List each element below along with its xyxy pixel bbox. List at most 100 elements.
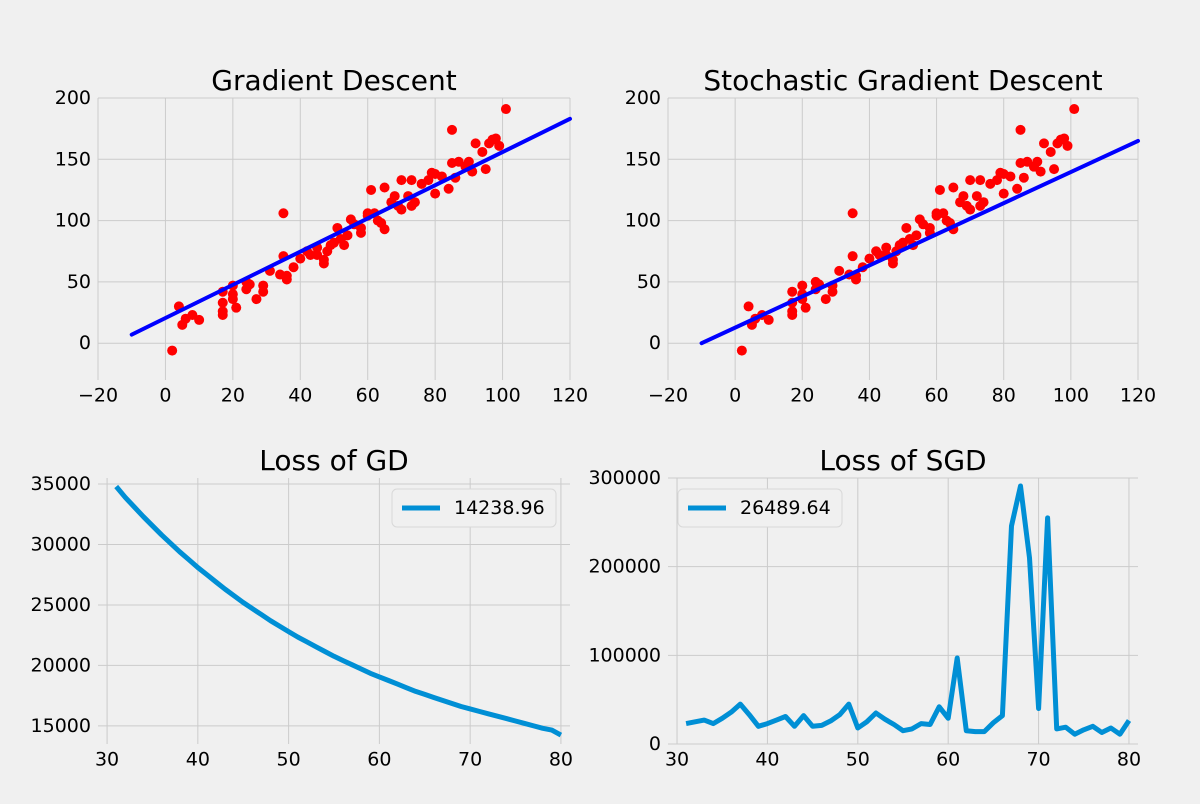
scatter-point xyxy=(965,175,976,186)
scatter-point xyxy=(847,251,858,262)
legend-box xyxy=(677,488,843,528)
y-tick-label: 50 xyxy=(637,271,661,293)
scatter-point xyxy=(1062,140,1073,151)
x-tick-label: 50 xyxy=(277,749,301,771)
loss-series-line xyxy=(114,484,563,738)
x-tick-label: 120 xyxy=(552,385,588,407)
scatter-point xyxy=(1045,146,1056,157)
x-tick-label: 20 xyxy=(790,385,814,407)
x-tick-label: 120 xyxy=(1120,385,1156,407)
scatter-point xyxy=(948,182,959,193)
scatter-point xyxy=(366,184,377,195)
scatter-point xyxy=(355,222,366,233)
y-tick-label: 0 xyxy=(79,332,91,354)
scatter-point xyxy=(965,204,976,215)
x-tick-label: 70 xyxy=(458,749,482,771)
scatter-point xyxy=(430,188,441,199)
y-tick-label: 100000 xyxy=(588,644,661,666)
scatter-point xyxy=(934,184,945,195)
y-tick-label: 100 xyxy=(625,210,661,232)
scatter-point xyxy=(911,230,922,241)
scatter-point xyxy=(463,156,474,167)
scatter-point xyxy=(978,197,989,208)
x-tick-label: 20 xyxy=(221,385,245,407)
scatter-point xyxy=(318,258,329,269)
x-tick-label: 30 xyxy=(665,749,689,771)
legend-label: 26489.64 xyxy=(740,497,831,519)
x-tick-label: 40 xyxy=(857,385,881,407)
y-tick-label: 300000 xyxy=(588,467,661,489)
y-tick-label: 30000 xyxy=(31,534,91,556)
scatter-point xyxy=(396,204,407,215)
legend: 26489.64 xyxy=(677,488,843,528)
scatter-point xyxy=(396,175,407,186)
legend-label: 14238.96 xyxy=(454,497,545,519)
x-tick-label: 40 xyxy=(288,385,312,407)
scatter-point xyxy=(787,310,798,321)
scatter-point xyxy=(975,175,986,186)
scatter-point xyxy=(1049,164,1060,175)
scatter-point xyxy=(1015,124,1026,135)
chart-title: Gradient Descent xyxy=(211,64,457,97)
scatter-point xyxy=(477,146,488,157)
scatter-point xyxy=(231,302,242,313)
y-tick-label: 0 xyxy=(649,332,661,354)
scatter-point xyxy=(494,140,505,151)
scatter-point xyxy=(847,208,858,219)
scatter-point xyxy=(958,191,969,202)
chart-2: Stochastic Gradient Descent −20 0 20 40 60 80 1… xyxy=(625,64,1156,407)
x-tick-label: 60 xyxy=(356,385,380,407)
chart-title: Stochastic Gradient Descent xyxy=(703,64,1102,97)
scatter-point xyxy=(379,224,390,235)
scatter-point xyxy=(736,345,747,356)
scatter-point xyxy=(1012,183,1023,194)
y-tick-label: 35000 xyxy=(31,473,91,495)
scatter-point xyxy=(244,279,255,290)
y-tick-label: 20000 xyxy=(31,654,91,676)
scatter-point xyxy=(217,310,228,321)
scatter-point xyxy=(1069,104,1080,115)
x-tick-label: 100 xyxy=(484,385,520,407)
x-tick-label: 50 xyxy=(846,749,870,771)
chart-3: Loss of GD 30 40 50 60 70 80 15000 20000 25000 300… xyxy=(31,444,573,771)
y-tick-label: 200 xyxy=(625,87,661,109)
x-tick-label: 40 xyxy=(186,749,210,771)
scatter-point xyxy=(227,294,238,305)
chart-4: Loss of SGD 30 40 50 60 70 80 0 100000 200000 3000… xyxy=(588,444,1141,771)
y-tick-label: 200 xyxy=(55,87,91,109)
scatter-point xyxy=(743,301,754,312)
scatter-point xyxy=(480,164,491,175)
x-tick-label: 70 xyxy=(1026,749,1050,771)
scatter-point xyxy=(797,280,808,291)
scatter-point xyxy=(281,270,292,281)
scatter-point xyxy=(1035,166,1046,177)
y-tick-label: 150 xyxy=(625,148,661,170)
scatter-point xyxy=(258,280,269,291)
scatter-point xyxy=(167,345,178,356)
y-tick-label: 15000 xyxy=(31,715,91,737)
scatter-point xyxy=(971,191,982,202)
scatter-point xyxy=(787,286,798,297)
scatter-point xyxy=(406,175,417,186)
scatter-point xyxy=(800,302,811,313)
scatter-point xyxy=(881,242,892,253)
legend-box xyxy=(391,488,557,528)
scatter-point xyxy=(379,182,390,193)
x-tick-label: 80 xyxy=(992,385,1016,407)
y-tick-label: 200000 xyxy=(588,556,661,578)
y-tick-label: 100 xyxy=(55,210,91,232)
y-tick-label: 50 xyxy=(67,271,91,293)
scatter-point xyxy=(389,191,400,202)
scatter-point xyxy=(887,258,898,269)
y-tick-label: 25000 xyxy=(31,594,91,616)
scatter-point xyxy=(834,265,845,276)
scatter-point xyxy=(1032,156,1043,167)
scatter-point xyxy=(217,297,228,308)
x-tick-label: 60 xyxy=(924,385,948,407)
scatter-point xyxy=(1005,171,1016,182)
scatter-point xyxy=(901,222,912,233)
fit-line xyxy=(129,116,572,337)
x-tick-label: 80 xyxy=(1117,749,1141,771)
scatter-point xyxy=(864,253,875,264)
